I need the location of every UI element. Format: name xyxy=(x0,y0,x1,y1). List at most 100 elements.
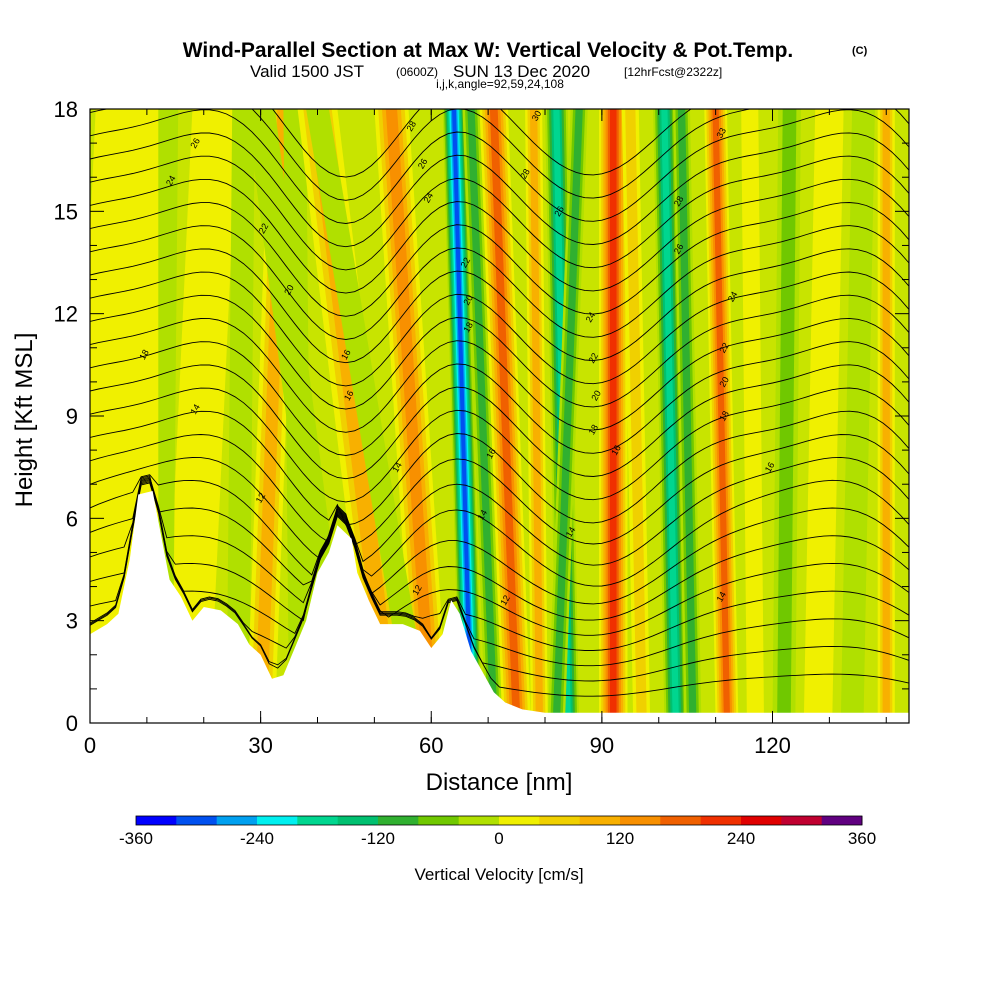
contour-label-24: 16 xyxy=(484,447,498,461)
y-tick-label-6: 6 xyxy=(66,506,78,531)
vv-band-17-level-1 xyxy=(625,109,647,723)
contour-label-12: 14 xyxy=(390,460,404,474)
theta-contour-12 xyxy=(90,364,909,480)
y-tick-label-12: 12 xyxy=(54,302,78,327)
contour-label-23: 18 xyxy=(586,423,600,437)
vv-band-16-level-5 xyxy=(610,109,617,723)
x-axis-title: Distance [nm] xyxy=(426,769,573,796)
contour-label-14: 30 xyxy=(530,109,544,123)
contour-label-2: 22 xyxy=(257,222,271,236)
colorbar-segment-13 xyxy=(660,816,702,825)
colorbar-segment-4 xyxy=(297,816,339,825)
theta-contour-15 xyxy=(90,294,909,410)
x-tick-label-90: 90 xyxy=(590,733,614,758)
terrain-mask xyxy=(90,491,909,723)
chart-title: Wind-Parallel Section at Max W: Vertical… xyxy=(183,39,794,62)
contour-label-7: 28 xyxy=(404,119,418,133)
contour-label-37: 14 xyxy=(714,590,728,604)
colorbar-segment-14 xyxy=(700,816,742,825)
colorbar-segment-0 xyxy=(136,816,177,825)
chart-subtitle: Valid 1500 JST (0600Z) SUN 13 Dec 2020 [… xyxy=(250,62,722,81)
theta-contour-5 xyxy=(90,476,909,621)
contour-label-0: 26 xyxy=(188,136,202,150)
theta-contour-10 xyxy=(90,410,909,526)
contour-label-15: 28 xyxy=(518,167,532,181)
colorbar-frame xyxy=(135,815,863,826)
theta-contour-7 xyxy=(90,474,909,587)
x-tick-label-0: 0 xyxy=(84,733,96,758)
contour-label-25: 14 xyxy=(476,508,490,522)
contour-label-30: 28 xyxy=(672,194,686,208)
potential-temperature-contours xyxy=(90,109,909,697)
vv-band-1-level-0 xyxy=(163,109,238,723)
theta-contour-4 xyxy=(90,477,909,636)
contour-label-11: 16 xyxy=(342,389,356,403)
contour-label-1: 24 xyxy=(164,174,178,188)
theta-contour-14 xyxy=(90,317,909,433)
contour-label-group: 26 24 22 20 18 14 12 28 26 24 16 16 14 12 30 28 26 22 20 18… xyxy=(137,109,776,607)
colorbar-segment-8 xyxy=(458,816,500,825)
subtitle-valid-time: Valid 1500 JST xyxy=(250,62,364,81)
colorbar-tick-240: 240 xyxy=(727,829,755,848)
contour-label-16: 26 xyxy=(552,204,566,218)
theta-contour-23 xyxy=(90,109,909,224)
subtitle-forecast: [12hrFcst@2322z] xyxy=(624,65,722,79)
colorbar-tick-360: 360 xyxy=(848,829,876,848)
y-tick-label-9: 9 xyxy=(66,404,78,429)
vv-band-18-level-4 xyxy=(661,109,679,723)
contour-label-33: 22 xyxy=(717,341,731,355)
contour-label-29: 33 xyxy=(714,126,728,140)
contour-label-22: 20 xyxy=(589,389,603,403)
contour-label-6: 12 xyxy=(254,491,268,505)
y-tick-label-15: 15 xyxy=(54,199,78,224)
vv-band-19-level-2 xyxy=(677,109,697,723)
theta-contour-16 xyxy=(90,271,909,387)
contour-label-5: 14 xyxy=(188,402,202,416)
colorbar-segment-6 xyxy=(378,816,419,825)
contour-label-4: 18 xyxy=(137,348,151,362)
contour-label-3: 20 xyxy=(282,283,296,297)
contour-label-9: 24 xyxy=(422,191,436,205)
theta-contour-9 xyxy=(90,434,909,546)
colorbar-title: Vertical Velocity [cm/s] xyxy=(414,865,583,884)
contour-label-28: 16 xyxy=(609,443,623,457)
theta-contour-13 xyxy=(90,341,909,456)
colorbar-segment-16 xyxy=(781,816,823,825)
y-tick-label-3: 3 xyxy=(66,609,78,634)
subtitle-date: SUN 13 Dec 2020 xyxy=(453,62,590,81)
theta-contour-6 xyxy=(90,475,909,605)
theta-contour-24 xyxy=(90,109,909,201)
colorbar-tick--120: -120 xyxy=(361,829,395,848)
theta-contour-11 xyxy=(90,387,909,503)
colorbar-segment-1 xyxy=(176,816,218,825)
theta-contour-22 xyxy=(90,132,909,248)
contour-label-13: 12 xyxy=(410,583,424,597)
colorbar-segment-9 xyxy=(499,816,540,825)
theta-contour-17 xyxy=(90,248,909,364)
vv-band-12-level-4 xyxy=(489,109,521,723)
contour-label-18: 20 xyxy=(461,293,475,307)
vv-band-20-level-4 xyxy=(712,109,731,723)
vv-band-24-level-0 xyxy=(840,109,875,723)
contour-label-21: 22 xyxy=(586,351,600,365)
colorbar-tick--240: -240 xyxy=(240,829,274,848)
x-tick-label-60: 60 xyxy=(419,733,443,758)
vv-band-23-level-0 xyxy=(803,109,844,723)
contour-label-20: 24 xyxy=(584,310,598,324)
theta-contour-3 xyxy=(90,478,909,651)
vv-band-15-level-2 xyxy=(552,109,583,723)
contour-label-10: 16 xyxy=(339,348,353,362)
colorbar-segment-2 xyxy=(216,816,258,825)
y-axis-title: Height [Kft MSL] xyxy=(11,333,38,508)
contour-label-8: 26 xyxy=(416,157,430,171)
colorbar-segment-7 xyxy=(418,816,460,825)
y-tick-label-18: 18 xyxy=(54,97,78,122)
colorbar-segment-12 xyxy=(620,816,661,825)
contour-label-34: 20 xyxy=(717,375,731,389)
vv-band-11-level-2 xyxy=(467,109,498,723)
colorbar-segment-10 xyxy=(539,816,581,825)
contour-label-19: 18 xyxy=(461,320,475,334)
vv-band-21-level-0 xyxy=(741,109,764,723)
colorbar-tick-0: 0 xyxy=(494,829,503,848)
theta-contour-19 xyxy=(90,202,909,317)
